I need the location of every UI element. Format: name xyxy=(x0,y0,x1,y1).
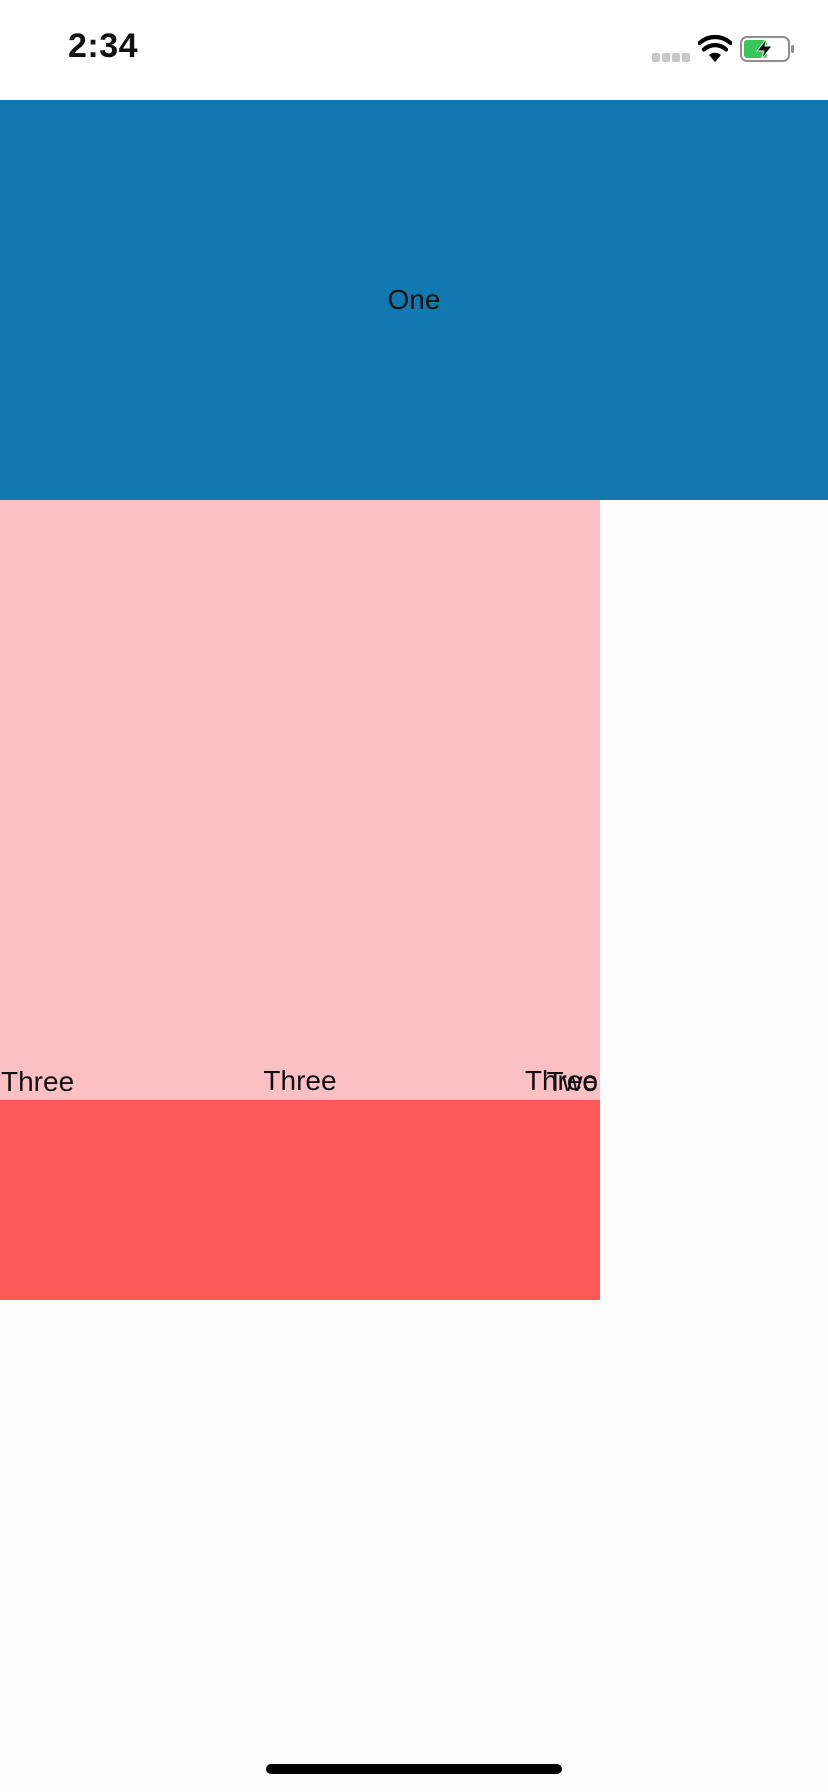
cellular-signal-icon xyxy=(652,53,690,62)
home-indicator[interactable] xyxy=(266,1764,562,1774)
box-one-label: One xyxy=(387,284,441,315)
box-three: Three Three xyxy=(0,1065,600,1300)
box-one: One xyxy=(0,100,828,500)
box-two: Two xyxy=(0,500,600,1100)
status-bar: 2:34 xyxy=(0,0,828,100)
box-three-label-center: Three xyxy=(263,1065,337,1096)
box-three-label-left: Three xyxy=(1,1066,75,1097)
wifi-icon xyxy=(698,34,732,62)
status-time: 2:34 xyxy=(68,27,139,65)
box-two-label: Two xyxy=(546,1066,598,1097)
box-three-label-right: Three xyxy=(524,1065,598,1096)
battery-charging-icon xyxy=(740,36,794,62)
